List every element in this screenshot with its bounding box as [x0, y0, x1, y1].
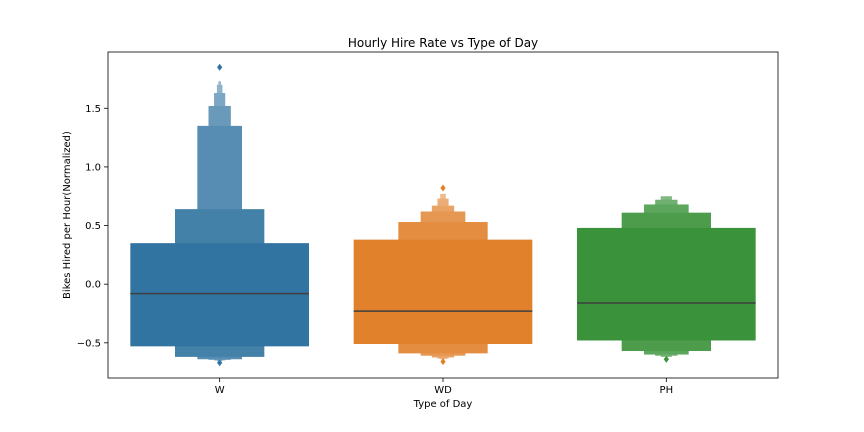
- plot-area: [130, 63, 756, 367]
- y-axis-label: Bikes Hired per Hour(Normalized): [62, 131, 73, 299]
- chart-title: Hourly Hire Rate vs Type of Day: [348, 36, 538, 50]
- outlier-WD-1: [440, 184, 446, 192]
- y-tick-label: 0.0: [85, 280, 101, 291]
- y-tick-label: −0.5: [77, 338, 101, 349]
- x-axis: W WD PH: [215, 378, 673, 396]
- x-tick-label-PH: PH: [660, 385, 674, 396]
- y-axis: −0.5 0.0 0.5 1.0 1.5: [77, 104, 108, 349]
- y-tick-label: 0.5: [85, 221, 101, 232]
- outlier-PH-1: [663, 355, 669, 363]
- series-W: [130, 63, 309, 367]
- box-WD-level-1: [353, 239, 533, 344]
- outlier-W-1: [217, 63, 223, 71]
- x-tick-label-WD: WD: [434, 385, 452, 396]
- series-WD: [353, 184, 533, 366]
- x-tick-label-W: W: [215, 385, 225, 396]
- x-axis-label: Type of Day: [413, 399, 473, 410]
- y-tick-label: 1.0: [85, 162, 101, 173]
- outlier-WD-2: [440, 358, 446, 366]
- box-PH-level-1: [577, 227, 756, 341]
- outlier-W-2: [217, 359, 223, 367]
- box-W-level-1: [130, 243, 309, 347]
- series-PH: [577, 196, 756, 363]
- y-tick-label: 1.5: [85, 104, 101, 115]
